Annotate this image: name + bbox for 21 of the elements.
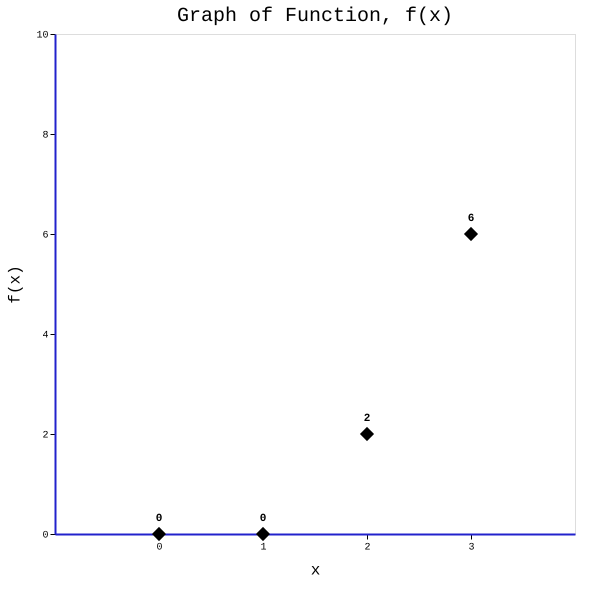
- x-axis-title: x: [310, 562, 320, 580]
- x-tick-label: 3: [468, 542, 475, 554]
- y-tick-label: 4: [42, 330, 48, 342]
- point: [256, 526, 270, 542]
- data-label: 6: [468, 213, 474, 225]
- x-tick-label: 2: [364, 542, 371, 554]
- data-label: 2: [364, 413, 370, 425]
- point: [464, 226, 478, 242]
- y-tick-label: 6: [42, 230, 48, 242]
- point: [360, 426, 374, 442]
- data-label: 0: [156, 513, 162, 525]
- y-tick-label: 8: [42, 130, 48, 142]
- y-tick-label: 2: [42, 430, 48, 442]
- data-label: 0: [260, 513, 266, 525]
- y-tick-label: 10: [36, 30, 48, 42]
- chart-title: Graph of Function, f(x): [176, 5, 454, 28]
- point: [152, 526, 166, 542]
- y-axis-title: f(x): [6, 265, 24, 304]
- x-tick-label: 1: [260, 542, 267, 554]
- x-tick-label: 0: [156, 542, 163, 554]
- y-tick-label: 0: [42, 530, 48, 542]
